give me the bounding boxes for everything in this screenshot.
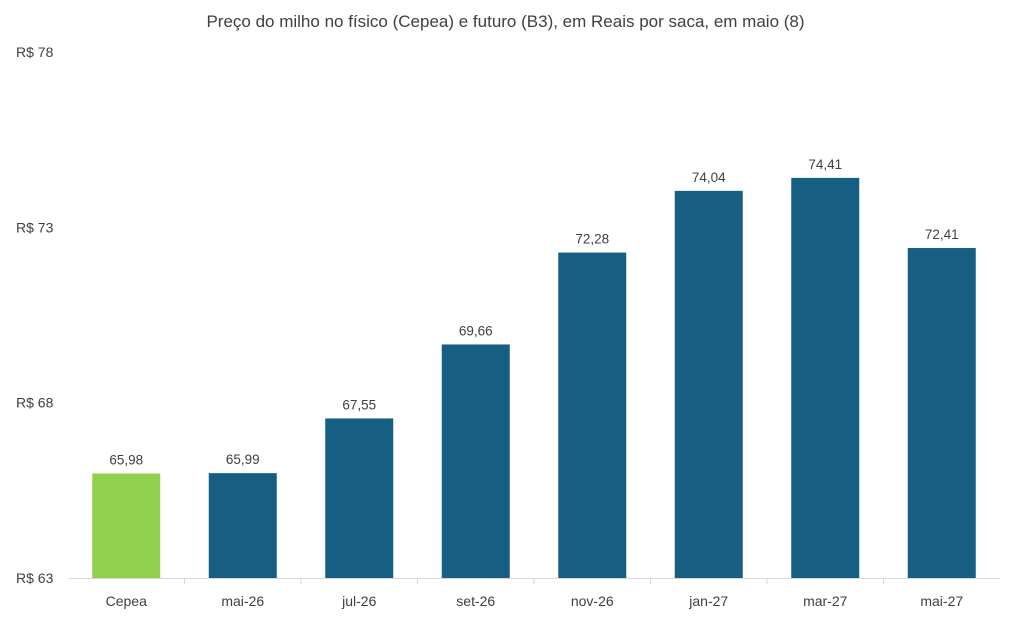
y-tick-label: R$ 78 bbox=[16, 44, 54, 60]
bar-mai-27 bbox=[907, 248, 976, 579]
data-label: 69,66 bbox=[459, 323, 493, 338]
chart-title: Preço do milho no físico (Cepea) e futur… bbox=[206, 12, 805, 31]
bars bbox=[92, 177, 976, 579]
data-label: 74,04 bbox=[692, 170, 726, 185]
bar-jan-27 bbox=[674, 190, 743, 578]
bar-set-26 bbox=[441, 344, 510, 578]
x-tick-label: set-26 bbox=[456, 593, 495, 609]
x-axis-ticks: Cepea mai-26 jul-26 set-26 nov-26 jan-27 mar-2… bbox=[106, 578, 963, 609]
y-tick-label: R$ 73 bbox=[16, 219, 54, 235]
bar-cepea bbox=[92, 473, 161, 578]
bar-mar-27 bbox=[791, 177, 860, 578]
y-tick-label: R$ 63 bbox=[16, 570, 54, 586]
bar-nov-26 bbox=[558, 252, 627, 578]
bar-jul-26 bbox=[325, 418, 394, 578]
bar-mai-26 bbox=[208, 473, 277, 578]
data-label: 65,98 bbox=[109, 453, 143, 468]
x-tick-label: mai-26 bbox=[221, 593, 264, 609]
data-labels: 65,98 65,99 67,55 69,66 72,28 74,04 74,41 72,41 bbox=[109, 157, 958, 468]
data-label: 74,41 bbox=[808, 157, 842, 172]
data-label: 67,55 bbox=[342, 397, 376, 412]
x-tick-label: nov-26 bbox=[571, 593, 614, 609]
data-label: 72,28 bbox=[575, 232, 609, 247]
x-tick-label: Cepea bbox=[106, 593, 147, 609]
x-tick-label: mai-27 bbox=[920, 593, 963, 609]
x-tick-label: jul-26 bbox=[341, 593, 376, 609]
y-axis-ticks: R$ 63 R$ 68 R$ 73 R$ 78 bbox=[16, 44, 54, 586]
y-tick-label: R$ 68 bbox=[16, 395, 54, 411]
x-tick-label: mar-27 bbox=[803, 593, 848, 609]
x-tick-label: jan-27 bbox=[688, 593, 728, 609]
data-label: 65,99 bbox=[226, 452, 260, 467]
data-label: 72,41 bbox=[925, 227, 959, 242]
